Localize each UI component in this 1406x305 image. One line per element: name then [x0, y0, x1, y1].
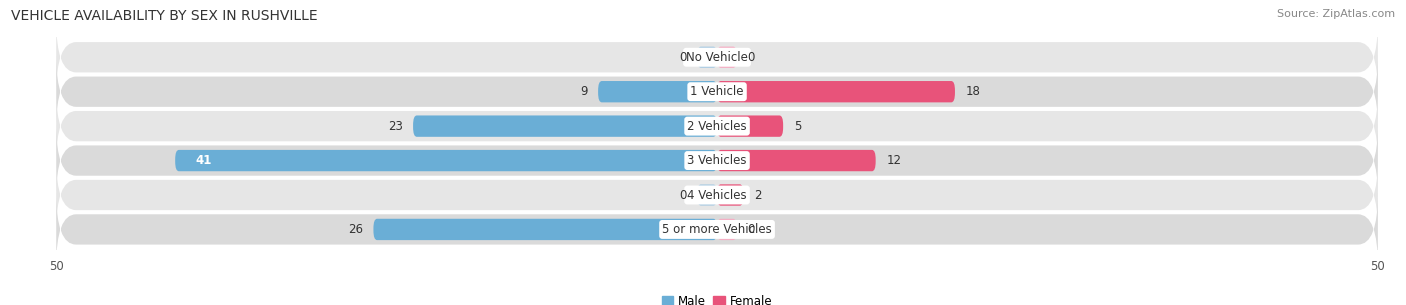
- Text: 9: 9: [581, 85, 588, 98]
- FancyBboxPatch shape: [56, 124, 1378, 197]
- FancyBboxPatch shape: [717, 116, 783, 137]
- Text: 41: 41: [195, 154, 211, 167]
- FancyBboxPatch shape: [717, 47, 737, 68]
- Legend: Male, Female: Male, Female: [657, 290, 778, 305]
- Text: 5 or more Vehicles: 5 or more Vehicles: [662, 223, 772, 236]
- FancyBboxPatch shape: [697, 184, 717, 206]
- FancyBboxPatch shape: [717, 219, 737, 240]
- Text: 2: 2: [754, 188, 762, 202]
- FancyBboxPatch shape: [717, 150, 876, 171]
- FancyBboxPatch shape: [56, 159, 1378, 231]
- Text: 26: 26: [347, 223, 363, 236]
- Text: No Vehicle: No Vehicle: [686, 51, 748, 64]
- Text: 18: 18: [966, 85, 980, 98]
- FancyBboxPatch shape: [176, 150, 717, 171]
- FancyBboxPatch shape: [374, 219, 717, 240]
- Text: 0: 0: [748, 51, 755, 64]
- Text: 23: 23: [388, 120, 402, 133]
- Text: 3 Vehicles: 3 Vehicles: [688, 154, 747, 167]
- Text: Source: ZipAtlas.com: Source: ZipAtlas.com: [1277, 9, 1395, 19]
- FancyBboxPatch shape: [56, 55, 1378, 128]
- FancyBboxPatch shape: [697, 47, 717, 68]
- FancyBboxPatch shape: [56, 193, 1378, 266]
- FancyBboxPatch shape: [598, 81, 717, 102]
- Text: 5: 5: [794, 120, 801, 133]
- FancyBboxPatch shape: [717, 184, 744, 206]
- Text: 0: 0: [679, 188, 686, 202]
- FancyBboxPatch shape: [413, 116, 717, 137]
- Text: 1 Vehicle: 1 Vehicle: [690, 85, 744, 98]
- FancyBboxPatch shape: [717, 81, 955, 102]
- Text: 0: 0: [748, 223, 755, 236]
- Text: 2 Vehicles: 2 Vehicles: [688, 120, 747, 133]
- FancyBboxPatch shape: [56, 21, 1378, 94]
- Text: 4 Vehicles: 4 Vehicles: [688, 188, 747, 202]
- FancyBboxPatch shape: [56, 90, 1378, 163]
- Text: 0: 0: [679, 51, 686, 64]
- Text: VEHICLE AVAILABILITY BY SEX IN RUSHVILLE: VEHICLE AVAILABILITY BY SEX IN RUSHVILLE: [11, 9, 318, 23]
- Text: 12: 12: [886, 154, 901, 167]
